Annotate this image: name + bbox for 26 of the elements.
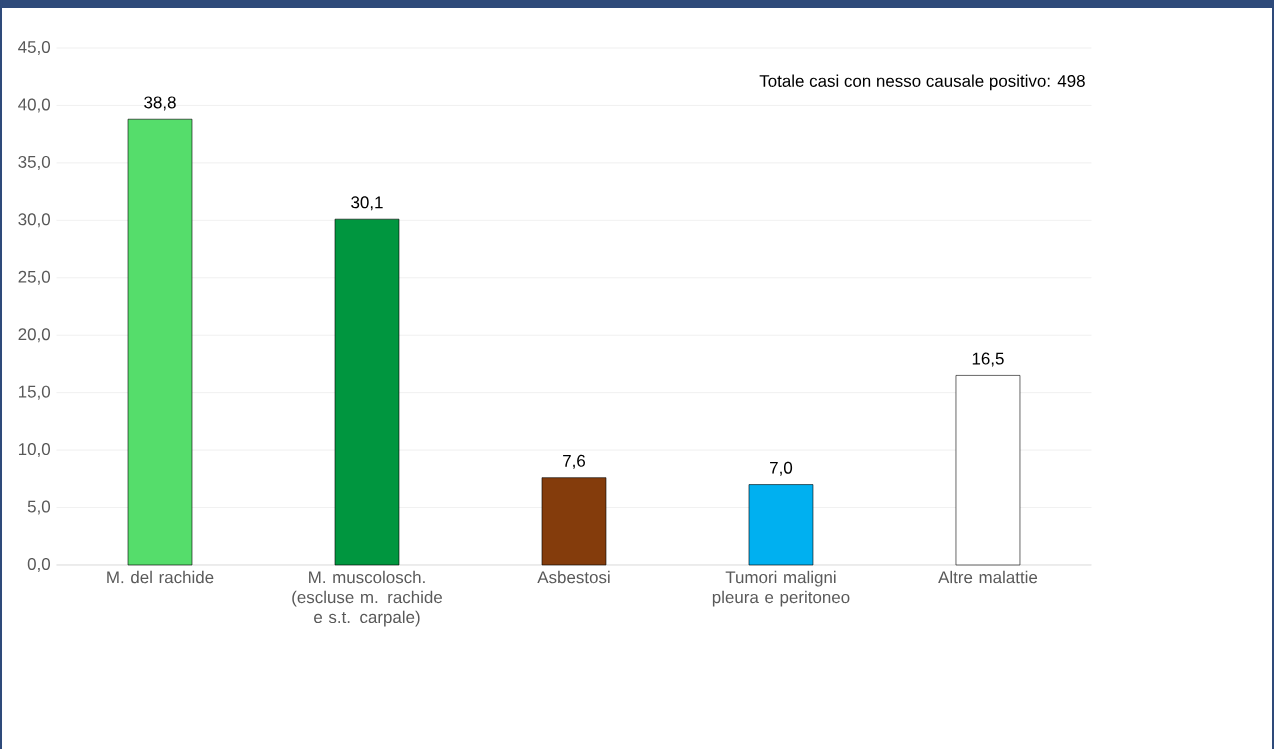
y-tick-label: 45,0 [18, 40, 51, 55]
y-tick-label: 5,0 [27, 500, 51, 515]
bar [955, 375, 1021, 566]
x-tick-label: Asbestosi [537, 570, 610, 584]
y-tick-label: 10,0 [19, 443, 51, 458]
y-tick-label: 30,0 [18, 213, 51, 228]
data-label: 7,6 [563, 454, 586, 469]
y-tick-label: 20,0 [18, 328, 51, 343]
x-tick-label: M. del rachide [107, 570, 214, 584]
y-tick-label: 25,0 [18, 270, 51, 285]
annotation: Totale casi con nesso causale positivo: 498 [759, 74, 1085, 91]
bar [334, 218, 400, 566]
data-label: 7,0 [770, 461, 793, 476]
bar [541, 477, 607, 566]
bar [748, 484, 814, 566]
x-tick-label: Altre malattie [938, 570, 1038, 584]
x-tick-label: Tumori maligni pleura e peritoneo [712, 570, 850, 607]
bar [127, 118, 193, 566]
y-tick-label: 0,0 [27, 557, 51, 572]
y-tick-label: 40,0 [18, 98, 51, 113]
y-tick-label: 35,0 [18, 155, 51, 170]
data-label: 16,5 [972, 352, 1004, 367]
data-label: 38,8 [144, 96, 176, 111]
x-tick-label: M. muscolosch. (escluse m. rachide e s.t. carpale) [292, 570, 442, 627]
y-tick-label: 15,0 [19, 385, 51, 400]
data-label: 30,1 [351, 196, 383, 211]
